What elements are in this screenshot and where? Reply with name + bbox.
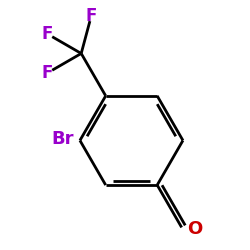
Text: F: F [42, 64, 53, 82]
Text: F: F [42, 25, 53, 43]
Text: F: F [86, 7, 97, 25]
Text: Br: Br [52, 130, 74, 148]
Text: O: O [187, 220, 202, 238]
